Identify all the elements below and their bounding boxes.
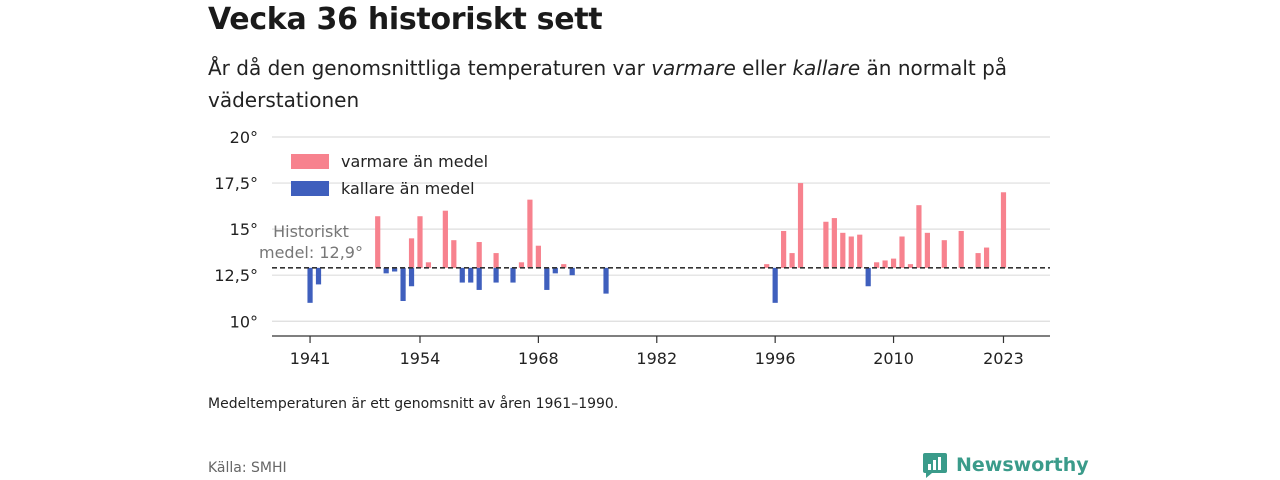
legend-swatch-cold (291, 181, 329, 196)
y-tick-label: 10° (230, 312, 258, 331)
bar-cold (408, 267, 415, 287)
baseline-label-line1: Historiskt (273, 222, 349, 241)
footnote: Medeltemperaturen är ett genomsnitt av å… (208, 396, 619, 412)
x-tick-label: 1968 (518, 349, 559, 368)
bar-warm (1000, 192, 1007, 268)
bar-cold (468, 267, 474, 283)
bar-warm (941, 240, 947, 268)
subtitle-text-2: eller (735, 56, 793, 80)
bar-warm (924, 232, 930, 268)
bar-warm (797, 183, 804, 268)
legend: varmare än medel kallare än medel (291, 152, 488, 198)
bar-warm (848, 236, 854, 268)
y-tick-label: 15° (230, 220, 258, 239)
bar-warm (958, 230, 964, 268)
subtitle-cold-word: kallare (792, 56, 861, 80)
source-label: Källa: SMHI (208, 460, 287, 476)
x-tick-label: 2010 (873, 349, 914, 368)
subtitle-text-1: År då den genomsnittliga temperaturen va… (208, 56, 652, 80)
bar-cold (493, 267, 499, 283)
bar-warm (527, 199, 533, 268)
bar-warm (535, 245, 541, 268)
bar-warm (916, 205, 922, 268)
bar-cold (315, 267, 322, 285)
bar-cold (392, 267, 398, 272)
bar-warm (983, 247, 990, 268)
bar-warm (518, 262, 525, 268)
bar-cold (383, 267, 389, 274)
bar-cold (772, 267, 778, 303)
y-tick-label: 20° (230, 128, 258, 147)
brand-name: Newsworthy (956, 454, 1089, 476)
bar-warm (425, 262, 432, 268)
bar-warm (417, 216, 423, 268)
y-axis-labels: 10° 12,5° 15° 17,5° 20° (214, 128, 258, 331)
bar-cold (552, 267, 558, 274)
bar-warm (493, 253, 499, 268)
bar-warm (451, 240, 457, 268)
chart-title: Vecka 36 historiskt sett (208, 2, 603, 37)
bar-warm (408, 238, 415, 268)
bar-warm (857, 234, 863, 268)
baseline-label-line2: medel: 12,9° (259, 243, 363, 262)
legend-label-warm: varmare än medel (341, 152, 488, 171)
x-tick-label: 1982 (636, 349, 677, 368)
bar-warm (907, 264, 914, 268)
bar-warm (764, 264, 770, 268)
bar-warm (823, 221, 829, 268)
subtitle-warm-word: varmare (651, 56, 736, 80)
newsworthy-logo-icon (923, 453, 947, 478)
bar-cold (459, 267, 465, 283)
bar-warm (890, 258, 897, 268)
bar-cold (603, 267, 609, 294)
gridlines (272, 136, 1050, 322)
x-tick-label: 1996 (755, 349, 796, 368)
bar-warm (442, 210, 448, 268)
bar-cold (476, 267, 482, 290)
bar-warm (781, 230, 787, 268)
x-tick-label: 1941 (290, 349, 331, 368)
bars (307, 183, 1007, 303)
y-tick-label: 12,5° (214, 266, 258, 285)
bar-warm (476, 242, 482, 268)
bar-warm (375, 216, 381, 268)
bar-cold (400, 267, 406, 301)
y-tick-label: 17,5° (214, 174, 258, 193)
bar-cold (307, 267, 313, 303)
bar-warm (840, 232, 846, 268)
bar-warm (975, 253, 981, 268)
bar-cold (510, 267, 516, 283)
x-tick-label: 2023 (983, 349, 1024, 368)
legend-swatch-warm (291, 154, 329, 169)
bar-cold (569, 267, 575, 276)
legend-label-cold: kallare än medel (341, 179, 475, 198)
bar-warm (831, 218, 837, 268)
subtitle-text-3: än normalt på väderstationen (208, 56, 1008, 112)
bar-chart: 10° 12,5° 15° 17,5° 20° Historiskt medel: 12… (214, 128, 1050, 368)
chart-subtitle: År då den genomsnittliga temperaturen va… (208, 52, 1048, 116)
bar-warm (561, 264, 567, 268)
x-axis-labels: 1941 1954 1968 1982 1996 2010 2023 (290, 336, 1024, 368)
bar-warm (874, 262, 880, 268)
bar-warm (789, 253, 795, 268)
bar-warm (882, 260, 888, 268)
brand-logo[interactable]: Newsworthy (922, 451, 1089, 479)
bar-warm (899, 236, 905, 268)
bar-cold (544, 267, 550, 290)
bar-cold (865, 267, 871, 287)
x-tick-label: 1954 (400, 349, 441, 368)
